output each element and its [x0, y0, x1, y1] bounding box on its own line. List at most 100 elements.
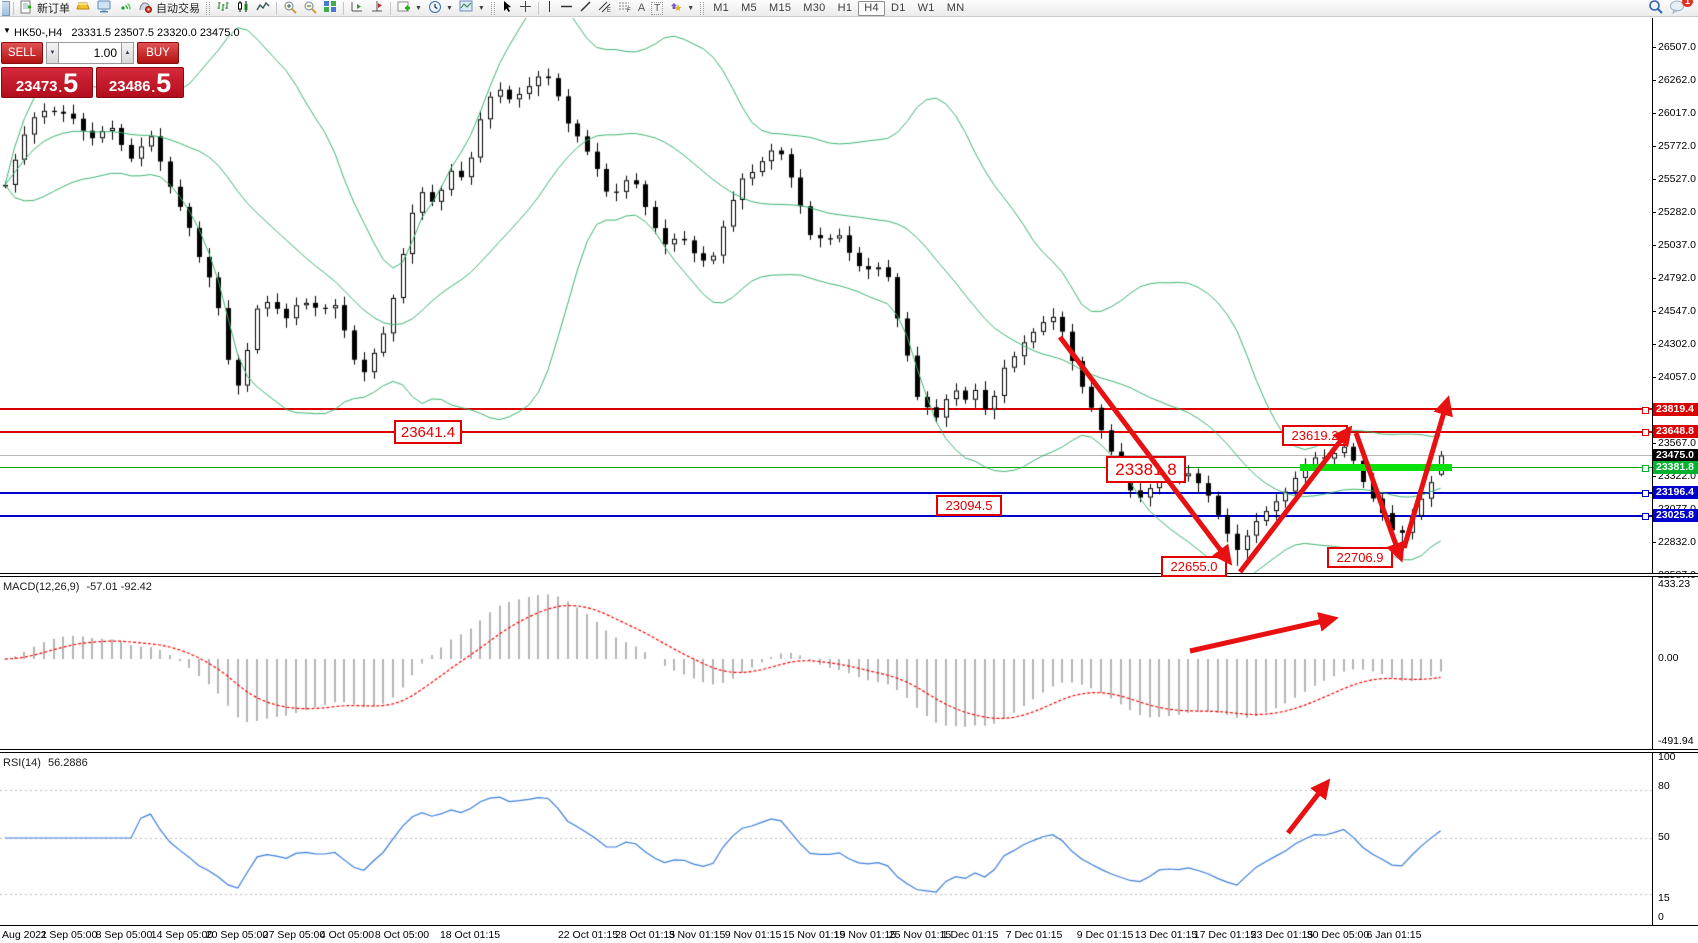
- auto-scroll-button[interactable]: [347, 0, 367, 16]
- panel-splitter[interactable]: [0, 749, 1698, 753]
- price-tick-label: 23567.0: [1658, 436, 1696, 449]
- toolbar-grip[interactable]: [490, 1, 495, 15]
- search-button[interactable]: [1645, 0, 1666, 16]
- signal-button[interactable]: [115, 0, 135, 16]
- time-tick-label: 3 Nov 01:15: [668, 929, 726, 941]
- sell-price-display[interactable]: 23473 . 5: [1, 67, 93, 98]
- rsi-indicator-panel[interactable]: [0, 753, 1652, 925]
- macd-current-values: -57.01 -92.42: [86, 581, 152, 593]
- sell-button[interactable]: SELL: [1, 42, 43, 64]
- price-callout-label[interactable]: 22706.9: [1327, 547, 1393, 568]
- buy-price-display[interactable]: 23486 . 5: [96, 67, 184, 98]
- price-callout-label[interactable]: 23641.4: [394, 420, 462, 444]
- channel-icon: E: [598, 0, 612, 16]
- time-tick-label: 23 Dec 01:15: [1250, 929, 1314, 941]
- price-tick-mark: [1652, 47, 1656, 48]
- toolbar-grip[interactable]: [700, 1, 705, 15]
- autotrade-button[interactable]: 自动交易: [135, 0, 203, 16]
- new-order-label: 新订单: [37, 3, 70, 15]
- timeframe-button-m5[interactable]: M5: [741, 1, 757, 14]
- chart-title: HK50-,H4 23331.5 23507.5 23320.0 23475.0: [14, 27, 240, 39]
- time-tick-label: 28 Oct 01:15: [614, 929, 676, 941]
- candlestick-chart[interactable]: [0, 18, 1652, 573]
- new-order-button[interactable]: 新订单: [17, 0, 73, 16]
- vertical-line-icon: [545, 0, 554, 16]
- price-callout-label[interactable]: 23094.5: [936, 495, 1002, 516]
- trendline-tool[interactable]: [576, 0, 595, 16]
- rsi-axis-label: 100: [1658, 751, 1676, 763]
- buy-button[interactable]: BUY: [137, 42, 179, 64]
- lot-size-input[interactable]: [59, 42, 121, 64]
- terminal-button[interactable]: [94, 0, 115, 16]
- price-callout-label[interactable]: 23619.2: [1282, 425, 1348, 446]
- timeframe-button-h4[interactable]: H4: [858, 0, 885, 16]
- text-label-tool[interactable]: T: [648, 0, 666, 16]
- support-zone-bar[interactable]: [1300, 464, 1452, 472]
- one-click-trading-panel: SELL ▼ ▲ BUY 23473 . 5 23486 . 5: [1, 42, 184, 98]
- price-tick-label: 24302.0: [1658, 337, 1696, 350]
- shapes-tool[interactable]: ▼: [666, 0, 697, 16]
- price-callout-label[interactable]: 22655.0: [1161, 556, 1227, 577]
- notifications-button[interactable]: 1: [1666, 0, 1693, 16]
- crosshair-tool-button[interactable]: [516, 0, 535, 16]
- price-tick-label: 26262.0: [1658, 73, 1696, 86]
- time-tick-label: 25 Nov 01:15: [888, 929, 952, 941]
- toolbar-grip[interactable]: [206, 1, 210, 15]
- price-level-badge: 23819.4: [1653, 402, 1698, 416]
- price-level-badge: 23475.0: [1653, 448, 1698, 462]
- price-tick-label: 26017.0: [1658, 106, 1696, 119]
- time-tick-label: 8 Sep 05:00: [95, 929, 153, 941]
- channel-tool[interactable]: E: [595, 0, 615, 16]
- fibonacci-icon: F: [618, 0, 632, 16]
- lot-decrease-button[interactable]: ▼: [46, 42, 59, 64]
- sell-price-main: 23473: [15, 78, 58, 95]
- timeframe-button-m1[interactable]: M1: [713, 1, 730, 14]
- text-tool[interactable]: A: [635, 0, 648, 16]
- price-tick-label: 25772.0: [1658, 139, 1696, 152]
- period-menu-button[interactable]: ▼: [425, 0, 456, 16]
- crosshair-icon: [519, 0, 532, 16]
- macd-indicator-panel[interactable]: [0, 577, 1652, 749]
- timeframe-button-m15[interactable]: M15: [768, 1, 792, 14]
- search-icon: [1648, 0, 1663, 17]
- bar-chart-mode-button[interactable]: [213, 0, 233, 16]
- price-tick-mark: [1652, 377, 1656, 378]
- time-axis[interactable]: Aug 2021 2 Sep 05:00 8 Sep 05:00 14 Sep 05:…: [0, 925, 1698, 943]
- zoom-out-button[interactable]: [300, 0, 320, 16]
- rsi-axis-label: 0: [1658, 911, 1664, 923]
- timeframe-button-mn[interactable]: MN: [946, 1, 965, 14]
- line-chart-mode-button[interactable]: [253, 0, 273, 16]
- price-tick-mark: [1652, 311, 1656, 312]
- timeframe-button-w1[interactable]: W1: [917, 1, 935, 14]
- panel-splitter[interactable]: [0, 573, 1698, 577]
- chart-ohlc-values: 23331.5 23507.5 23320.0 23475.0: [71, 27, 240, 39]
- toolbar-separator: [343, 1, 344, 15]
- timeframe-button-h1[interactable]: H1: [837, 1, 853, 14]
- chart-shift-button[interactable]: [367, 0, 387, 16]
- cursor-tool-button[interactable]: [498, 0, 516, 16]
- tile-windows-icon: [323, 0, 337, 16]
- time-tick-label: 9 Dec 01:15: [1076, 929, 1134, 941]
- horizontal-line-tool[interactable]: [557, 0, 576, 16]
- shapes-icon: [669, 0, 683, 16]
- toolbar-separator: [276, 1, 277, 15]
- timeframe-button-m30[interactable]: M30: [803, 1, 826, 14]
- price-callout-label[interactable]: 23381.8: [1106, 456, 1186, 483]
- fibonacci-tool[interactable]: F: [615, 0, 635, 16]
- time-tick-label: 22 Oct 01:15: [557, 929, 619, 941]
- zoom-in-button[interactable]: [280, 0, 300, 16]
- vertical-line-tool[interactable]: [542, 0, 557, 16]
- terminal-icon: [97, 0, 112, 16]
- buy-price-dot: .: [151, 80, 156, 95]
- price-tick-label: 25527.0: [1658, 172, 1696, 185]
- tile-windows-button[interactable]: [320, 0, 340, 16]
- timeframe-button-d1[interactable]: D1: [890, 1, 906, 14]
- new-order-icon: [20, 0, 34, 17]
- template-menu-button[interactable]: ▼: [456, 0, 488, 16]
- candlestick-mode-button[interactable]: [233, 0, 253, 16]
- add-indicator-button[interactable]: ▼: [394, 0, 425, 16]
- time-tick-label: 6 Jan 01:15: [1366, 929, 1422, 941]
- collapse-caret-icon[interactable]: ▼: [3, 26, 11, 35]
- lot-increase-button[interactable]: ▲: [121, 42, 134, 64]
- gold-button[interactable]: [73, 0, 94, 16]
